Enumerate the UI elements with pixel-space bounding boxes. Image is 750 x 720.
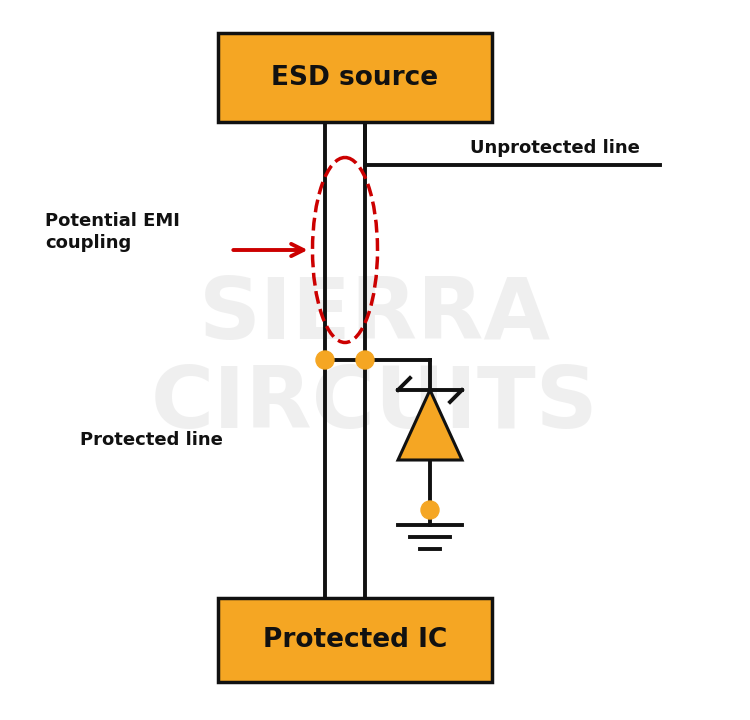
Text: Protected IC: Protected IC xyxy=(262,627,447,653)
Text: ESD source: ESD source xyxy=(272,65,439,91)
Text: Potential EMI
coupling: Potential EMI coupling xyxy=(45,212,180,252)
Polygon shape xyxy=(398,390,462,460)
FancyBboxPatch shape xyxy=(218,33,492,122)
Text: SIERRA
CIRCUITS: SIERRA CIRCUITS xyxy=(152,274,598,446)
Circle shape xyxy=(421,501,439,519)
Circle shape xyxy=(356,351,374,369)
Text: Protected line: Protected line xyxy=(80,431,223,449)
Circle shape xyxy=(316,351,334,369)
Text: Unprotected line: Unprotected line xyxy=(470,139,640,157)
FancyBboxPatch shape xyxy=(218,598,492,682)
